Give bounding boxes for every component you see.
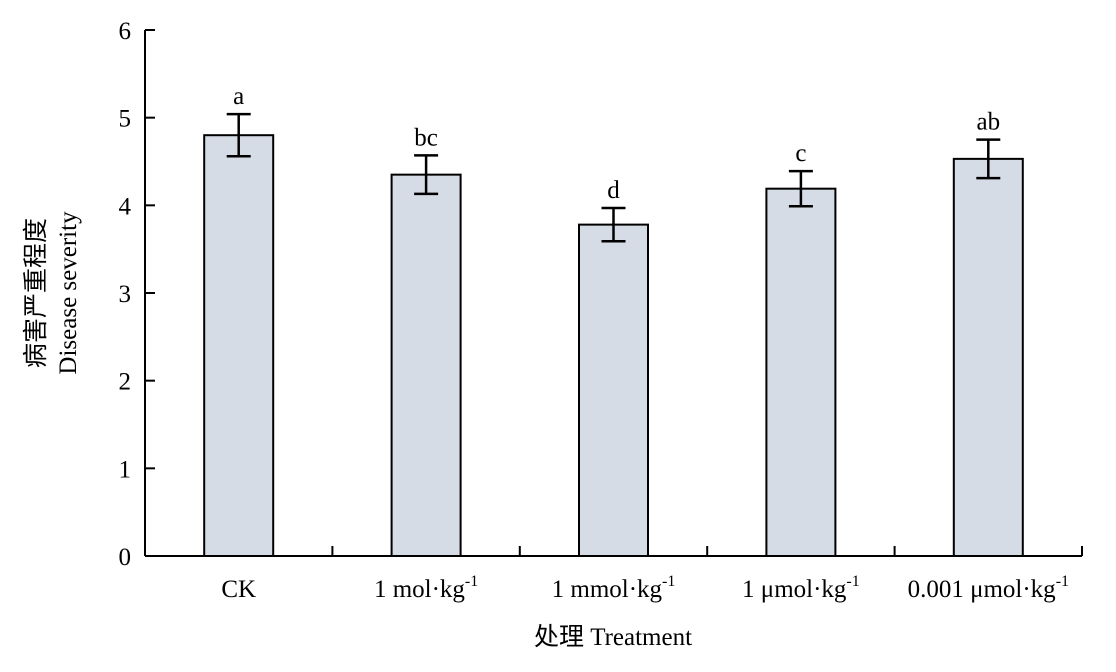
significance-label: d [607, 177, 620, 204]
y-axis: 0 1 2 3 4 5 6 [119, 18, 155, 571]
x-tick-label: 1 mmol·kg-1 [552, 573, 676, 603]
x-tick-label: 1 mol·kg-1 [374, 573, 478, 603]
y-tick-label: 1 [119, 456, 132, 483]
y-tick-label: 6 [119, 18, 132, 45]
x-tick-label: 1 μmol·kg-1 [742, 573, 860, 603]
bar [390, 173, 462, 557]
x-tick-label: CK [221, 576, 256, 603]
significance-label: bc [414, 124, 438, 151]
y-tick-label: 3 [119, 281, 132, 308]
y-axis-title-english: Disease severity [55, 211, 82, 375]
x-axis-title: 处理 Treatment [534, 623, 692, 651]
bar [203, 134, 275, 557]
significance-label: ab [976, 109, 1000, 136]
bar [578, 223, 649, 557]
y-tick-label: 0 [119, 544, 132, 571]
y-tick-label: 2 [119, 369, 132, 396]
significance-label: a [233, 83, 244, 110]
x-tick-label: 0.001 μmol·kg-1 [908, 573, 1069, 603]
significance-label: c [795, 140, 806, 167]
y-axis-title-chinese: 病害严重程度 [22, 218, 50, 368]
bar [765, 187, 837, 557]
y-tick-label: 4 [119, 193, 132, 220]
y-tick-label: 5 [119, 106, 132, 133]
bar [952, 157, 1024, 557]
bars: a CK bc 1 mol·kg-1 d 1 mmol·kg-1 c 1 μmol·kg-1 a… [203, 83, 1069, 603]
